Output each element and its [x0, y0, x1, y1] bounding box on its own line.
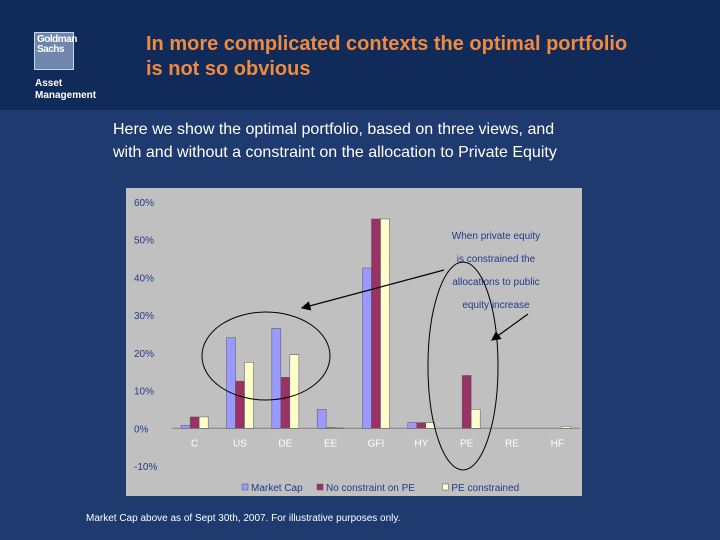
title-line-2: is not so obvious — [146, 58, 311, 80]
pe-highlight-ellipse — [427, 261, 499, 471]
bar — [380, 218, 390, 429]
bar — [316, 409, 327, 429]
x-tick-label: EE — [324, 438, 338, 449]
legend-swatch — [241, 483, 249, 491]
slide-title: In more complicated contexts the optimal… — [146, 32, 706, 82]
bar-chart: -10% 0% 10% 20% 30% 40% 50% 60% C US DE EE GFI HY PE RE… — [134, 198, 580, 494]
y-tick-label: 60% — [134, 198, 154, 209]
arrow-to-pe — [491, 313, 529, 341]
x-tick-label: RE — [505, 438, 519, 449]
x-tick-label: HY — [414, 438, 428, 449]
chart-frame: -10% 0% 10% 20% 30% 40% 50% 60% C US DE EE GFI HY PE RE… — [126, 188, 582, 496]
x-tick-label: DE — [278, 438, 292, 449]
x-tick-label: GFI — [368, 438, 385, 449]
bar — [235, 380, 245, 429]
legend-label: No constraint on PE — [326, 483, 415, 494]
logo-subtitle: Asset Management — [35, 78, 96, 102]
annotation-text: equity increase — [462, 300, 530, 311]
bar — [470, 409, 481, 429]
logo-sub-line-2: Management — [35, 90, 97, 101]
y-tick-label: 20% — [134, 349, 154, 360]
bar — [416, 422, 427, 429]
title-line-1: In more complicated contexts the optimal… — [146, 33, 628, 55]
logo-line-2: Sachs — [37, 44, 64, 55]
y-tick-label: 50% — [134, 236, 154, 247]
x-tick-label: C — [191, 438, 198, 449]
legend-label: Market Cap — [251, 483, 303, 494]
x-tick-label: HF — [551, 438, 564, 449]
y-tick-label: 0% — [134, 424, 149, 435]
x-tick-label: PE — [460, 438, 474, 449]
annotation-text: When private equity — [452, 231, 540, 242]
bar — [407, 422, 418, 429]
y-tick-label: 10% — [134, 387, 154, 398]
bar — [280, 377, 291, 429]
bar — [180, 425, 191, 429]
bar — [271, 328, 282, 429]
subtitle-line-2: with and without a constraint on the all… — [113, 144, 557, 161]
bar — [325, 427, 336, 429]
bar — [244, 362, 254, 429]
bar — [561, 426, 572, 429]
logo-sub-line-1: Asset — [35, 78, 63, 89]
subtitle-line-1: Here we show the optimal portfolio, base… — [113, 121, 555, 138]
bar — [371, 218, 381, 429]
arrow-to-public-equity — [300, 269, 445, 311]
legend-swatch — [316, 483, 324, 491]
header-band — [0, 0, 720, 110]
annotation-text: is constrained the — [457, 254, 536, 265]
legend-swatch — [442, 483, 449, 491]
legend-label: PE constrained — [451, 483, 519, 494]
company-logo: Goldman Sachs — [34, 32, 77, 70]
footnote: Market Cap above as of Sept 30th, 2007. … — [86, 513, 401, 524]
bar — [189, 416, 200, 429]
y-tick-label: -10% — [134, 462, 157, 473]
bar — [226, 337, 236, 429]
x-tick-label: US — [233, 438, 247, 449]
bar — [198, 416, 209, 429]
annotation-text: allocations to public — [452, 277, 539, 288]
bar — [461, 375, 472, 429]
bar — [425, 422, 436, 429]
us-de-highlight-ellipse — [201, 311, 331, 401]
y-tick-label: 40% — [134, 273, 154, 284]
bar — [289, 354, 300, 429]
logo-line-1: Goldman — [37, 34, 77, 45]
slide-subtitle: Here we show the optimal portfolio, base… — [113, 118, 693, 164]
y-tick-label: 30% — [134, 311, 154, 322]
